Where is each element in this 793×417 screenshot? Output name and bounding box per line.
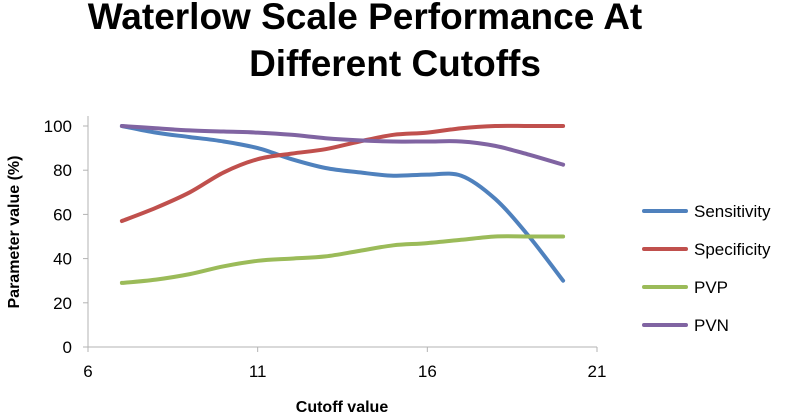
legend-label: PVN	[694, 316, 729, 335]
legend-item-sensitivity: Sensitivity	[642, 202, 771, 221]
legend: Sensitivity Specificity PVP PVN	[642, 202, 771, 335]
chart-title-line-1: Waterlow Scale Performance At	[88, 0, 643, 37]
y-tick-label: 60	[53, 205, 72, 224]
y-axis-ticks: 0 20 40 60 80 100	[44, 117, 88, 357]
y-tick-label: 100	[44, 117, 72, 136]
legend-item-specificity: Specificity	[642, 240, 771, 259]
legend-item-pvp: PVP	[642, 278, 728, 297]
y-axis-title: Parameter value (%)	[6, 156, 23, 309]
series-line-specificity	[119, 123, 566, 223]
series-line-pvn	[119, 124, 566, 167]
x-tick-label: 6	[83, 362, 92, 381]
legend-item-pvn: PVN	[642, 316, 729, 335]
legend-label: PVP	[694, 278, 728, 297]
x-axis-ticks: 6 11 16 21	[83, 347, 606, 381]
y-tick-label: 40	[53, 250, 72, 269]
x-tick-label: 16	[418, 362, 437, 381]
y-tick-label: 20	[53, 294, 72, 313]
y-tick-label: 0	[63, 338, 72, 357]
y-tick-label: 80	[53, 161, 72, 180]
legend-label: Specificity	[694, 240, 771, 259]
chart-title-line-2: Different Cutoffs	[249, 43, 541, 84]
series-line-pvp	[119, 234, 566, 285]
x-tick-label: 11	[249, 362, 267, 381]
x-axis-title: Cutoff value	[296, 399, 389, 416]
legend-label: Sensitivity	[694, 202, 771, 221]
series-lines	[119, 123, 566, 285]
x-tick-label: 21	[588, 362, 607, 381]
series-line-sensitivity	[119, 124, 566, 283]
